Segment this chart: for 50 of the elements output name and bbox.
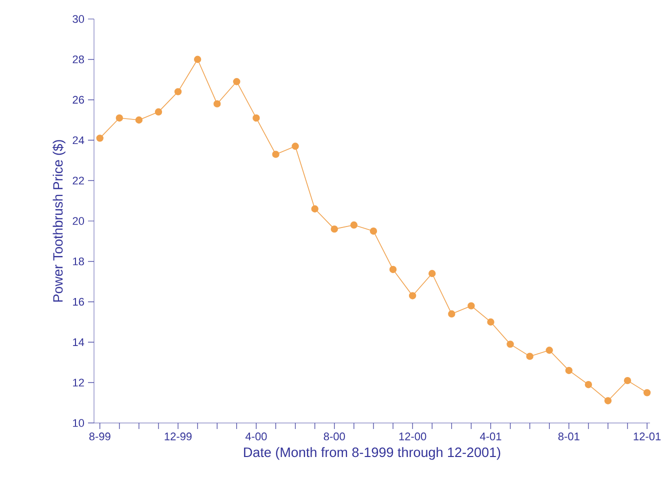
point (214, 100, 221, 108)
point (565, 366, 572, 374)
point (96, 134, 104, 142)
y-tick-label: 26 (72, 96, 84, 104)
y-axis-title: Power Toothbrush Price ($) (52, 140, 66, 302)
point (584, 381, 592, 388)
point (448, 310, 456, 318)
point (487, 318, 494, 326)
point (194, 56, 202, 63)
y-tick-label: 10 (73, 419, 84, 427)
x-tick-label: 8-00 (324, 432, 345, 440)
point (370, 227, 378, 235)
point (233, 78, 240, 86)
point (272, 150, 280, 158)
point (428, 270, 436, 278)
point (135, 116, 143, 124)
y-tick-label: 12 (73, 378, 84, 386)
y-tick-label: 28 (72, 56, 84, 64)
x-tick-label: 8-01 (558, 432, 580, 440)
x-tick-label: 8-99 (89, 432, 110, 440)
y-tick-label: 14 (73, 338, 84, 346)
x-tick-label: 4-00 (245, 432, 267, 440)
point (546, 346, 553, 354)
point (526, 352, 534, 360)
x-tick-label: 12-99 (164, 432, 192, 440)
point (252, 114, 260, 122)
point (154, 108, 162, 116)
point (468, 302, 475, 310)
point (408, 292, 416, 300)
point (506, 340, 514, 348)
y-tick-label: 20 (72, 217, 84, 225)
y-tick-label: 22 (72, 176, 84, 184)
point (330, 225, 338, 233)
y-tick-label: 16 (73, 298, 84, 306)
point (116, 114, 124, 122)
point (292, 142, 299, 150)
point (389, 266, 397, 274)
point (643, 389, 651, 396)
y-tick-label: 30 (72, 15, 84, 23)
point (311, 205, 318, 212)
x-tick-label: 12-00 (399, 432, 426, 440)
point (604, 397, 612, 404)
y-tick-label: 18 (73, 258, 84, 266)
x-tick-label: 12-01 (634, 432, 661, 440)
y-tick-label: 24 (72, 136, 84, 144)
point (350, 221, 358, 229)
point (624, 376, 632, 384)
x-axis-title: Date (Month from 8-1999 through 12-2001) (244, 447, 500, 460)
point (174, 88, 182, 96)
x-tick-label: 4-01 (480, 432, 502, 440)
